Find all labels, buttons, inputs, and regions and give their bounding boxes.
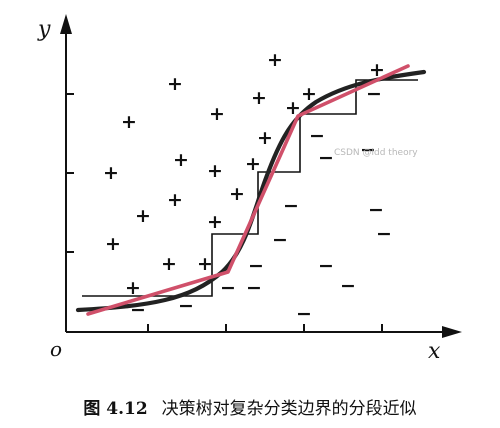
- positive-sample: +: [301, 83, 317, 105]
- y-axis-label: y: [37, 17, 51, 42]
- origin-label: o: [50, 337, 62, 361]
- positive-samples: + + + + + + + + + + + + + + + + + + + + …: [103, 49, 385, 299]
- negative-sample: −: [246, 277, 262, 299]
- negative-sample: −: [309, 125, 325, 147]
- negative-sample: −: [248, 255, 264, 277]
- axes: [65, 24, 450, 333]
- positive-sample: +: [251, 87, 267, 109]
- positive-sample: +: [105, 233, 121, 255]
- positive-sample: +: [135, 205, 151, 227]
- negative-sample: −: [272, 229, 288, 251]
- positive-sample: +: [173, 149, 189, 171]
- positive-sample: +: [369, 59, 385, 81]
- positive-sample: +: [257, 127, 273, 149]
- figure-canvas: y x o + + + + + + + + + + + + + + + + + …: [37, 14, 462, 364]
- positive-sample: +: [285, 97, 301, 119]
- positive-sample: +: [267, 49, 283, 71]
- negative-sample: −: [368, 199, 384, 221]
- positive-sample: +: [103, 162, 119, 184]
- positive-sample: +: [167, 189, 183, 211]
- positive-sample: +: [229, 183, 245, 205]
- negative-sample: −: [178, 295, 194, 317]
- negative-sample: −: [318, 147, 334, 169]
- negative-samples: − − − − − − − − − − − − − − − −: [130, 83, 392, 325]
- tick-marks: [66, 93, 383, 332]
- caption-number: 图 4.12: [83, 398, 148, 419]
- negative-sample: −: [360, 139, 376, 161]
- positive-sample: +: [245, 153, 261, 175]
- y-axis-arrow: [60, 14, 72, 34]
- watermark: CSDN @ldd theory: [334, 148, 418, 158]
- piecewise-approximation: [86, 64, 410, 316]
- positive-sample: +: [125, 277, 141, 299]
- negative-sample: −: [283, 195, 299, 217]
- negative-sample: −: [366, 83, 382, 105]
- figure-caption: 图 4.12 决策树对复杂分类边界的分段近似: [0, 384, 500, 428]
- negative-sample: −: [376, 223, 392, 245]
- positive-sample: +: [161, 253, 177, 275]
- positive-sample: +: [197, 253, 213, 275]
- positive-sample: +: [207, 211, 223, 233]
- x-axis-label: x: [428, 339, 441, 364]
- negative-sample: −: [340, 275, 356, 297]
- positive-sample: +: [167, 73, 183, 95]
- positive-sample: +: [121, 111, 137, 133]
- negative-sample: −: [296, 303, 312, 325]
- negative-sample: −: [130, 299, 146, 321]
- x-axis-arrow: [442, 326, 462, 338]
- positive-sample: +: [207, 160, 223, 182]
- tree-step-boundary: [82, 79, 418, 297]
- true-boundary-curve: [75, 69, 427, 313]
- positive-sample: +: [209, 103, 225, 125]
- negative-sample: −: [318, 255, 334, 277]
- caption-text: 决策树对复杂分类边界的分段近似: [161, 398, 417, 419]
- negative-sample: −: [220, 277, 236, 299]
